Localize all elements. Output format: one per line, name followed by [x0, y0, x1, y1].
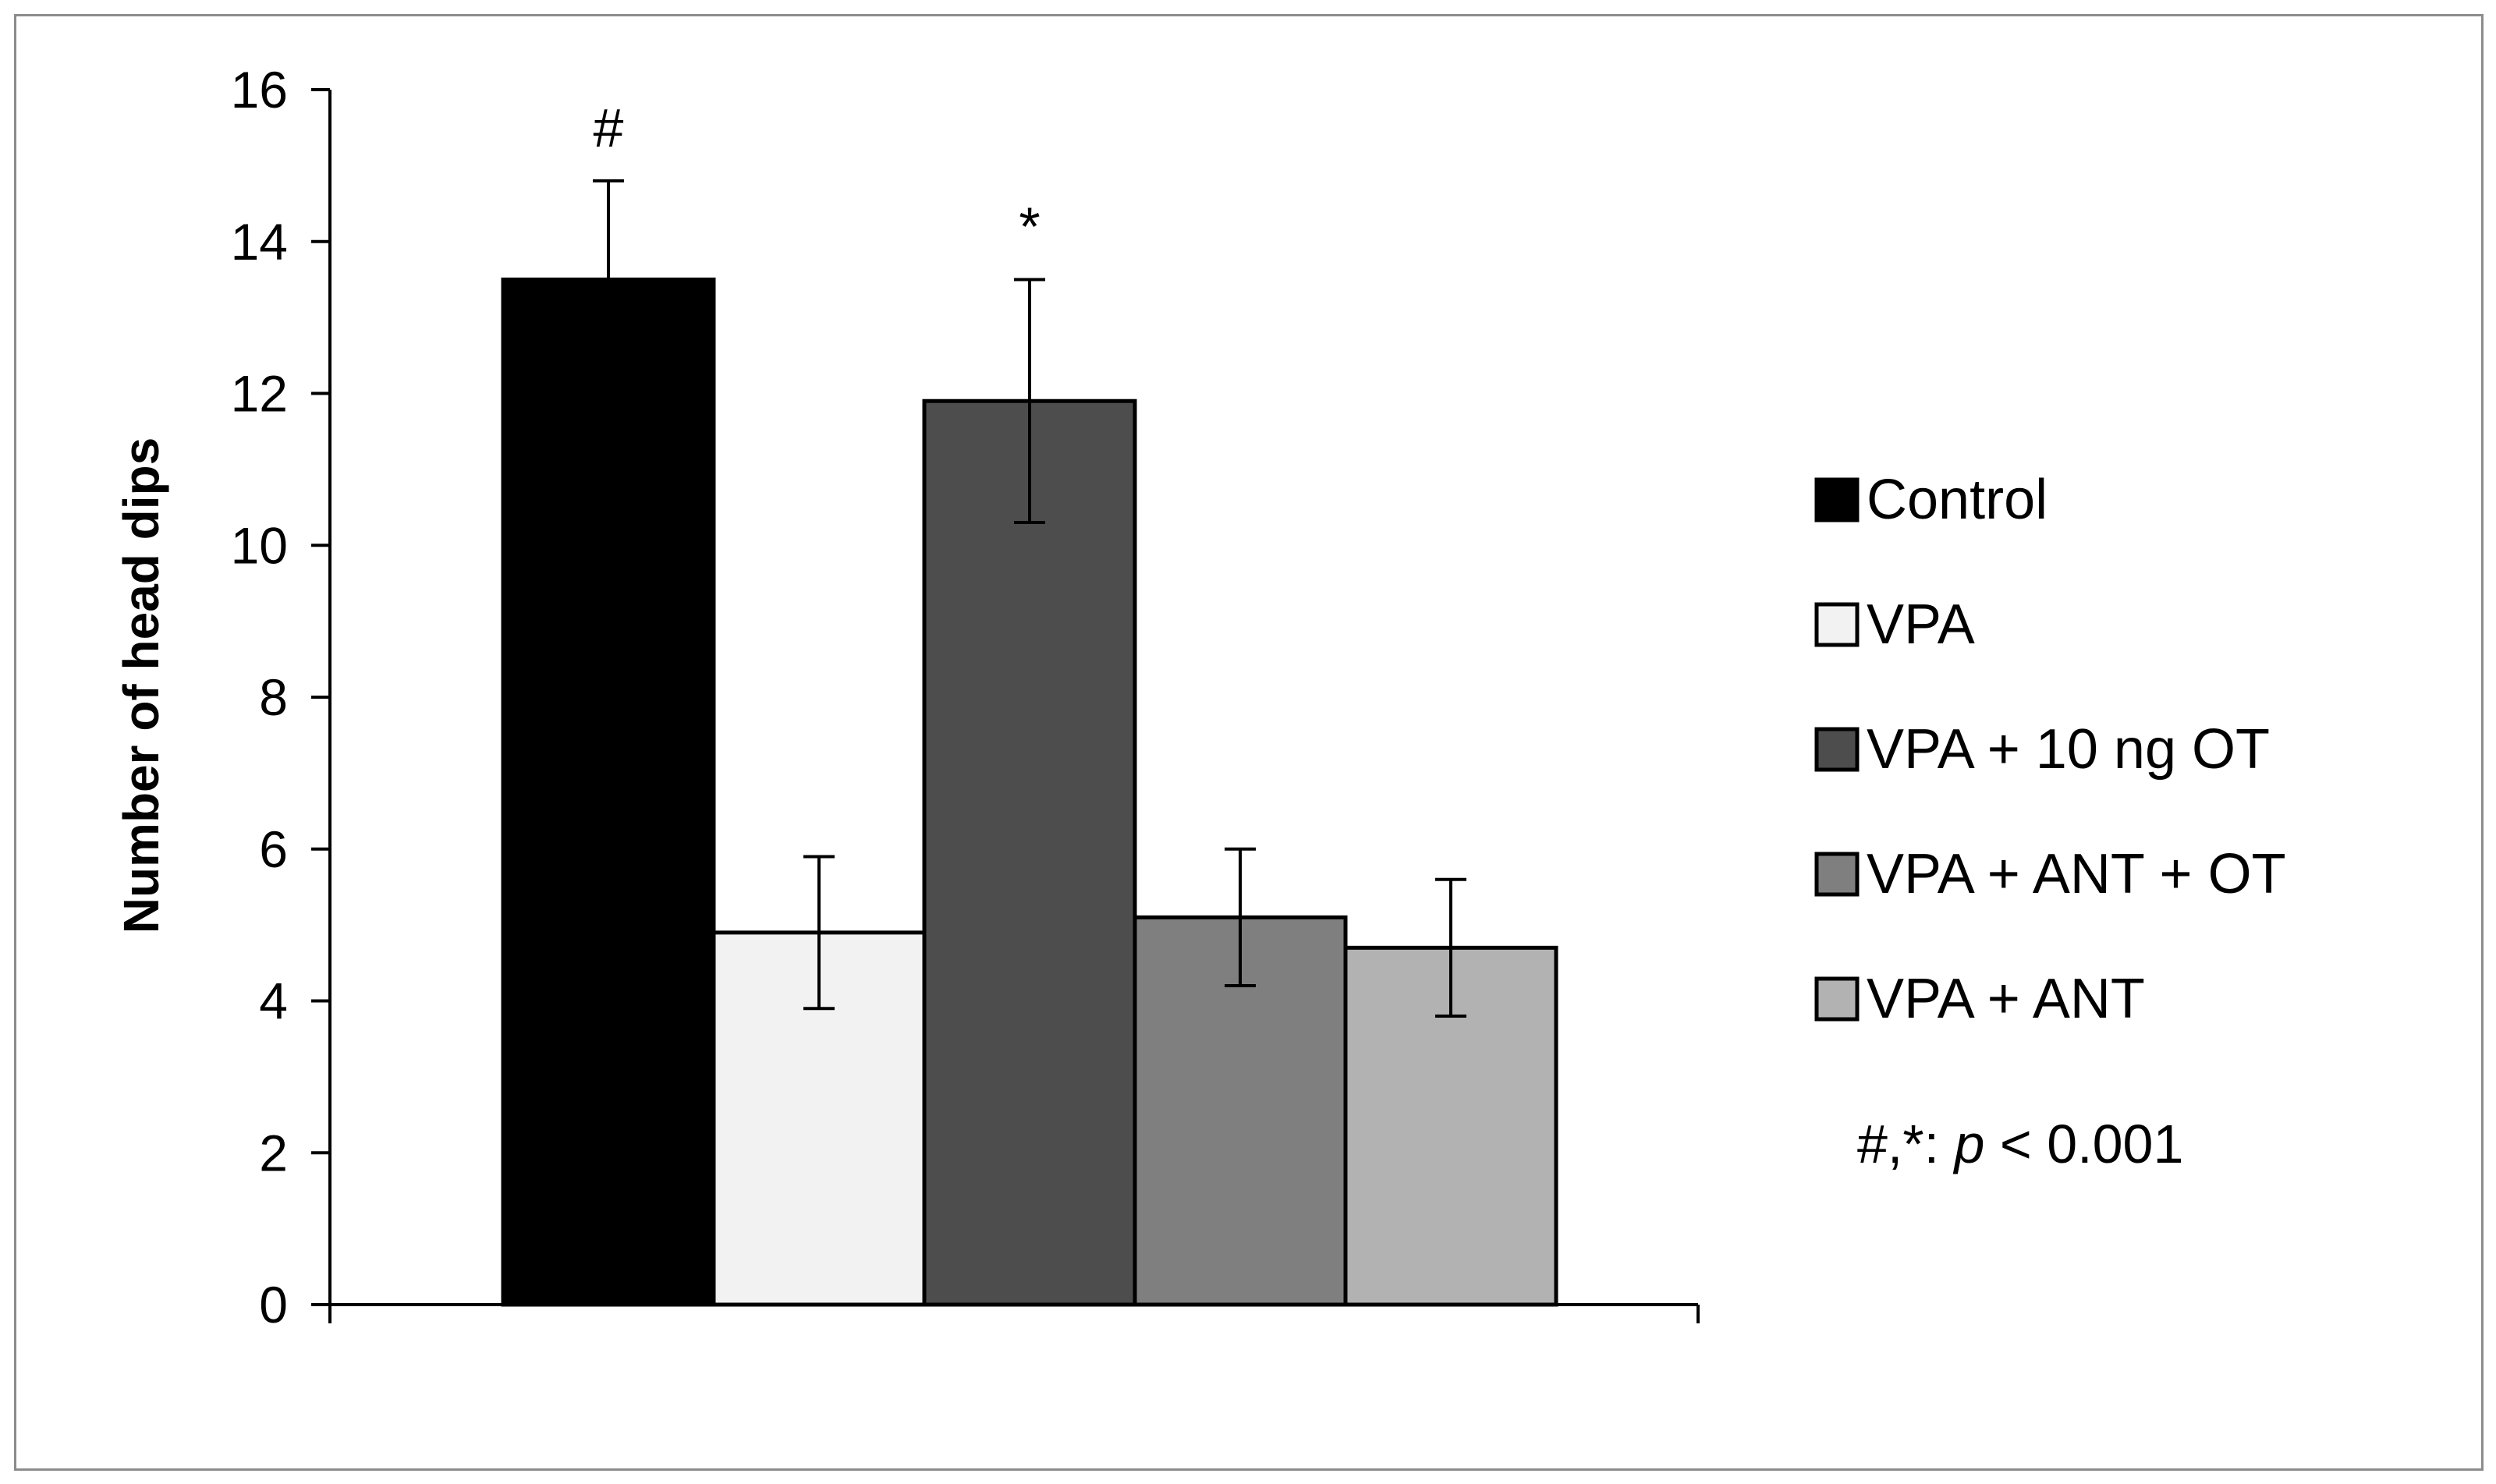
- significance-markers: #*: [594, 97, 1041, 257]
- legend-label: VPA + ANT + OT: [1867, 843, 2286, 905]
- significance-marker: #: [594, 97, 624, 158]
- legend-swatch: [1814, 477, 1860, 522]
- y-axis-title: Number of head dips: [113, 437, 169, 934]
- error-bars: [593, 179, 1466, 1018]
- legend-swatch: [1814, 852, 1860, 897]
- y-tick-label: 8: [259, 668, 288, 726]
- legend-label: VPA + ANT: [1867, 968, 2145, 1030]
- legend: Control VPA VPA + 10 ng OT VPA + ANT + OT VP…: [1814, 469, 2286, 1030]
- significance-note-prefix: #,*:: [1857, 1114, 1955, 1174]
- y-tick-label: 6: [259, 820, 288, 878]
- legend-swatch: [1814, 602, 1860, 647]
- y-tick-label: 12: [231, 365, 288, 423]
- y-tick-label: 16: [231, 61, 288, 119]
- significance-note-p: p: [1953, 1114, 1985, 1174]
- bar-vpa-10-ng-ot: [922, 398, 1137, 1307]
- significance-marker: *: [1019, 196, 1040, 257]
- chart-frame: 0 2 4 6 8 10 12 14 16 # * Number of head dips Con…: [14, 14, 2484, 1471]
- bars: [501, 277, 1558, 1307]
- y-tick-label: 2: [259, 1124, 288, 1181]
- legend-swatch: [1814, 976, 1860, 1022]
- legend-swatch: [1814, 727, 1860, 772]
- y-tick-label: 4: [259, 972, 288, 1030]
- legend-label: Control: [1867, 469, 2048, 531]
- significance-note-suffix: < 0.001: [1984, 1114, 2183, 1174]
- legend-label: VPA + 10 ng OT: [1867, 718, 2270, 781]
- y-tick-label: 10: [231, 516, 288, 574]
- bar-control: [501, 277, 716, 1307]
- significance-note: #,*: p < 0.001: [1857, 1114, 2183, 1174]
- y-tick-label: 14: [231, 213, 288, 271]
- legend-label: VPA: [1867, 593, 1975, 656]
- y-tick-label: 0: [259, 1276, 288, 1333]
